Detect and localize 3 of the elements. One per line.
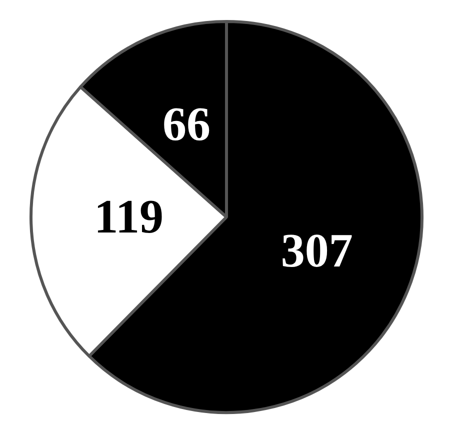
data-label: 66 — [162, 98, 211, 152]
data-label: 307 — [280, 224, 353, 278]
data-label: 119 — [94, 190, 164, 244]
